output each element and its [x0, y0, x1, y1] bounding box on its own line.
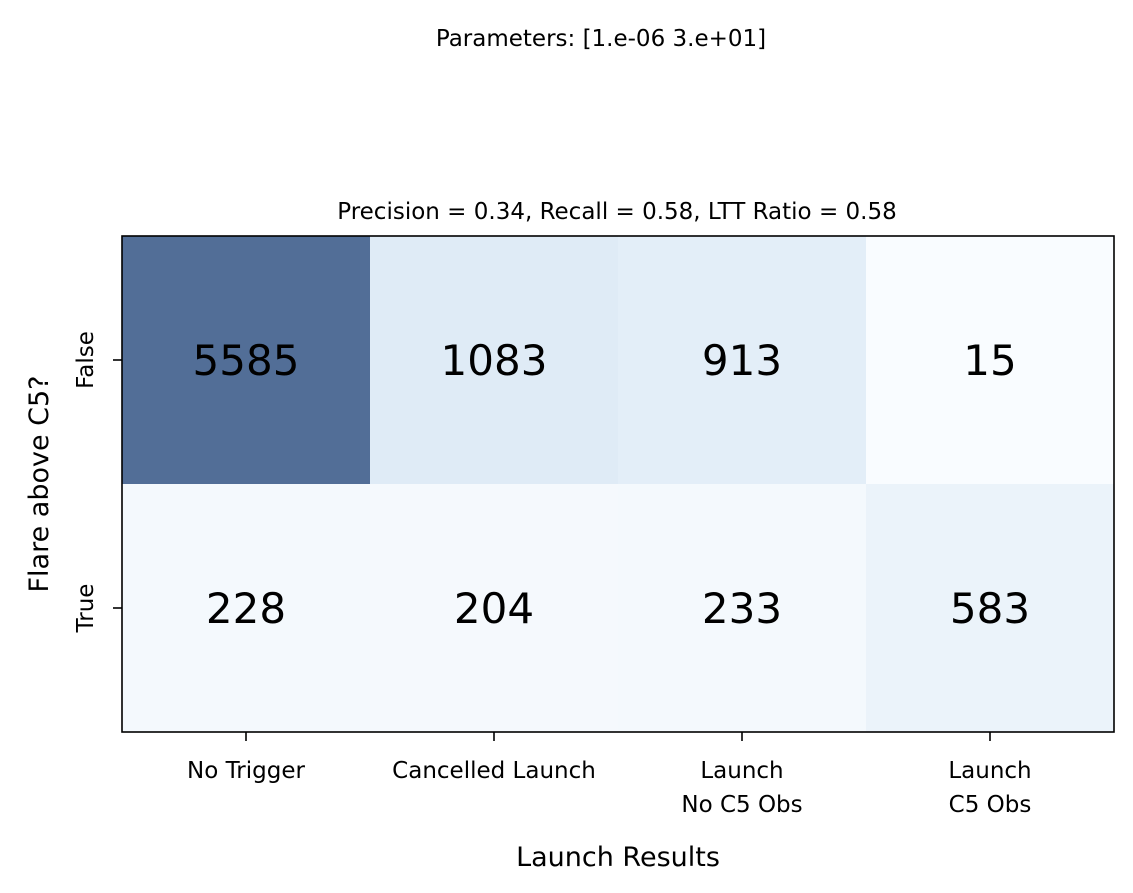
x-axis-label: Launch Results	[516, 842, 720, 873]
cell-value-label: 228	[206, 584, 286, 633]
heatmap-cell	[370, 236, 619, 485]
heatmap-cell	[122, 236, 371, 485]
plot-frame	[121, 235, 1115, 733]
heatmap-value-labels: 5585 1083 913 15 228 204 233 583	[193, 336, 1031, 633]
x-axis-ticks: No Trigger Cancelled Launch Launch No C5 Ob…	[187, 732, 1032, 818]
x-tick-label: Launch No C5 Obs	[681, 758, 802, 818]
cell-value-label: 583	[950, 584, 1030, 633]
figure-suptitle: Parameters: [1.e-06 3.e+01]	[436, 26, 766, 52]
y-axis-ticks: False True	[73, 331, 122, 633]
x-tick-label: Cancelled Launch	[392, 758, 596, 784]
y-tick-label: True	[73, 584, 99, 634]
cell-value-label: 233	[702, 584, 782, 633]
heatmap-cell	[866, 236, 1115, 485]
cell-value-label: 913	[702, 336, 782, 385]
y-tick-label: False	[73, 331, 99, 389]
x-tick-label: Launch C5 Obs	[948, 758, 1031, 818]
heatmap-cell	[122, 484, 371, 733]
cell-value-label: 1083	[441, 336, 548, 385]
cell-value-label: 5585	[193, 336, 300, 385]
x-tick-label: No Trigger	[187, 758, 305, 784]
chart-title: Precision = 0.34, Recall = 0.58, LTT Rat…	[337, 199, 897, 225]
heatmap-cells	[122, 236, 1115, 733]
cell-value-label: 204	[454, 584, 534, 633]
heatmap-cell	[370, 484, 619, 733]
heatmap-cell	[618, 484, 867, 733]
heatmap-cell	[618, 236, 867, 485]
y-axis-label: Flare above C5?	[24, 375, 55, 592]
cell-value-label: 15	[963, 336, 1016, 385]
heatmap-cell	[866, 484, 1115, 733]
